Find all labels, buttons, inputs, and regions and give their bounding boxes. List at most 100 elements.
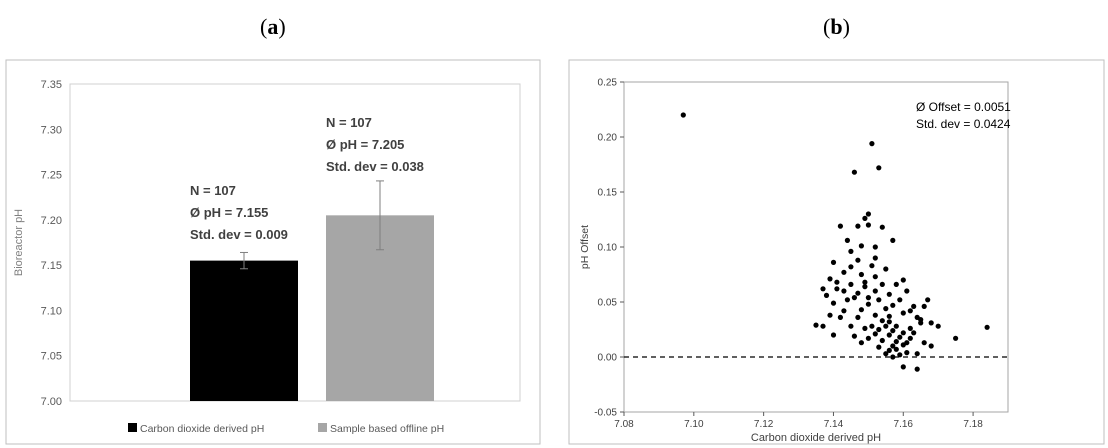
chart-b-point-83	[894, 339, 899, 344]
chart-b-point-42	[897, 297, 902, 302]
chart-b-point-58	[880, 318, 885, 323]
chart-b-xtick-label: 7.16	[894, 419, 914, 430]
chart-b-point-60	[929, 320, 934, 325]
chart-b-point-57	[855, 315, 860, 320]
chart-b-point-30	[820, 286, 825, 291]
chart-a-ytick-label: 7.35	[41, 79, 62, 91]
chart-a-bar-1	[190, 261, 298, 401]
chart-b-point-66	[813, 323, 818, 328]
chart-b-point-13	[859, 243, 864, 248]
chart-b-point-47	[890, 303, 895, 308]
chart-b-xtick-label: 7.14	[824, 419, 844, 430]
chart-b-ytick-label: 0.15	[598, 188, 618, 199]
chart-b-point-104	[862, 284, 867, 289]
chart-b-point-2	[869, 141, 874, 146]
chart-b-point-6	[862, 216, 867, 221]
chart-b-ytick-label: 0.00	[598, 353, 618, 364]
chart-b-point-106	[873, 255, 878, 260]
chart-a-legend-swatch-1	[128, 423, 137, 432]
chart-b-ytick-label: -0.05	[594, 408, 617, 419]
chart-a-legend-swatch-2	[318, 423, 327, 432]
chart-b-point-7	[838, 224, 843, 229]
chart-a-ytick-label: 7.15	[41, 260, 62, 272]
chart-b-point-38	[852, 295, 857, 300]
chart-b-point-77	[908, 336, 913, 341]
chart-b-point-19	[883, 266, 888, 271]
chart-b-point-22	[873, 274, 878, 279]
chart-b-point-62	[869, 324, 874, 329]
chart-b-point-35	[887, 292, 892, 297]
chart-a-ytick-label: 7.10	[41, 305, 62, 317]
chart-b-point-12	[845, 238, 850, 243]
chart-b-point-103	[883, 306, 888, 311]
chart-b-point-95	[915, 351, 920, 356]
chart-a-ylabel: Bioreactor pH	[13, 209, 25, 276]
chart-b-point-94	[904, 350, 909, 355]
chart-b-point-36	[904, 288, 909, 293]
chart-b-point-39	[866, 295, 871, 300]
chart-b-point-71	[901, 330, 906, 335]
chart-b-point-97	[929, 343, 934, 348]
chart-b-point-68	[862, 326, 867, 331]
chart-b-point-96	[890, 354, 895, 359]
chart-b-ytick-label: 0.25	[598, 78, 618, 89]
chart-b-point-70	[890, 328, 895, 333]
chart-b-point-78	[831, 332, 836, 337]
chart-b-point-10	[880, 225, 885, 230]
chart-b-point-49	[922, 304, 927, 309]
chart-a-ytick-label: 7.00	[41, 396, 62, 408]
chart-b-point-11	[890, 238, 895, 243]
chart-b-point-107	[887, 319, 892, 324]
chart-b-ytick-label: 0.20	[598, 133, 618, 144]
chart-b-point-23	[827, 276, 832, 281]
chart-b-point-41	[876, 297, 881, 302]
chart-a-annotation-1-line-1: N = 107	[190, 183, 236, 198]
chart-b-point-51	[859, 307, 864, 312]
chart-b-point-76	[897, 335, 902, 340]
chart-b-point-17	[855, 258, 860, 263]
chart-b-point-14	[873, 244, 878, 249]
chart-b-xlabel: Carbon dioxide derived pH	[751, 432, 881, 444]
chart-b-point-102	[915, 367, 920, 372]
chart-b-point-16	[831, 260, 836, 265]
chart-b-point-34	[873, 288, 878, 293]
chart-b-ytick-label: 0.05	[598, 298, 618, 309]
chart-b-point-93	[887, 348, 892, 353]
chart-a-ytick-label: 7.05	[41, 351, 62, 363]
chart-b-point-28	[894, 282, 899, 287]
chart-a-annotation-1-line-3: Std. dev = 0.009	[190, 227, 288, 242]
chart-b-point-24	[834, 280, 839, 285]
chart-a-legend-label-2: Sample based offline pH	[330, 423, 444, 435]
chart-b-point-48	[908, 308, 913, 313]
chart-b-point-56	[827, 313, 832, 318]
chart-b-xtick-label: 7.10	[684, 419, 704, 430]
chart-b-point-46	[866, 302, 871, 307]
chart-b-point-52	[873, 313, 878, 318]
chart-b-point-74	[873, 331, 878, 336]
chart-b-point-44	[925, 297, 930, 302]
chart-b-xtick-label: 7.12	[754, 419, 774, 430]
chart-b-point-8	[855, 224, 860, 229]
chart-b-point-53	[887, 314, 892, 319]
chart-b-point-31	[834, 286, 839, 291]
chart-b-point-85	[922, 340, 927, 345]
chart-b-frame	[569, 60, 1104, 444]
chart-b-point-32	[841, 288, 846, 293]
chart-b-point-61	[820, 324, 825, 329]
chart-b-point-81	[953, 336, 958, 341]
chart-b-point-1	[681, 112, 686, 117]
chart-b-point-99	[838, 315, 843, 320]
chart-b-point-72	[911, 330, 916, 335]
chart-b-point-40	[845, 297, 850, 302]
chart-b-point-50	[841, 308, 846, 313]
chart-b-annotation-1: Ø Offset = 0.0051	[916, 100, 1011, 114]
chart-b-point-33	[855, 291, 860, 296]
chart-b-point-90	[894, 347, 899, 352]
chart-b-point-86	[859, 340, 864, 345]
chart-b-point-18	[869, 263, 874, 268]
chart-b-point-75	[887, 332, 892, 337]
chart-b-point-20	[841, 270, 846, 275]
chart-b-point-100	[918, 317, 923, 322]
chart-a-annotation-2-line-2: Ø pH = 7.205	[326, 137, 404, 152]
chart-b-point-98	[936, 324, 941, 329]
